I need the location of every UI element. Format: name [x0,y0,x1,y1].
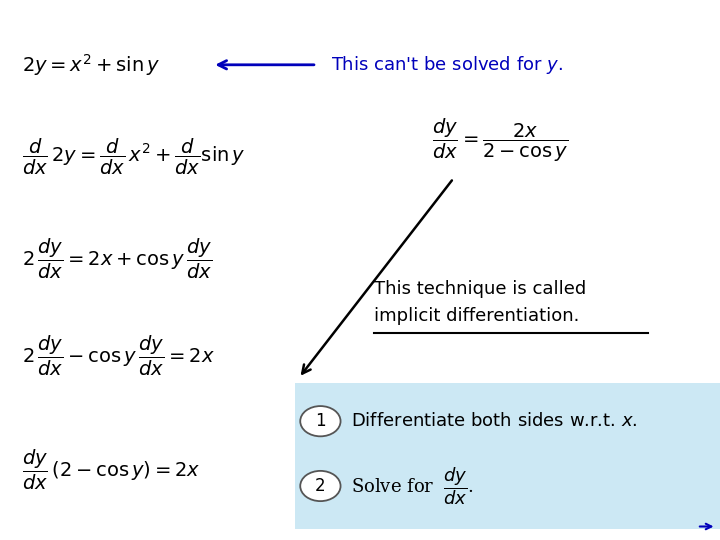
Text: $\dfrac{dy}{dx}\,(2 - \cos y) = 2x$: $\dfrac{dy}{dx}\,(2 - \cos y) = 2x$ [22,448,200,492]
Text: $\dfrac{d}{dx}\,2y = \dfrac{d}{dx}\,x^2 + \dfrac{d}{dx}\sin y$: $\dfrac{d}{dx}\,2y = \dfrac{d}{dx}\,x^2 … [22,137,246,177]
Text: Solve for $\;\dfrac{dy}{dx}$.: Solve for $\;\dfrac{dy}{dx}$. [351,465,473,507]
Text: Differentiate both sides w.r.t. $x$.: Differentiate both sides w.r.t. $x$. [351,412,637,430]
Text: This technique is called
implicit differentiation.: This technique is called implicit differ… [374,280,587,325]
Text: $2\,\dfrac{dy}{dx} - \cos y\,\dfrac{dy}{dx} = 2x$: $2\,\dfrac{dy}{dx} - \cos y\,\dfrac{dy}{… [22,334,215,379]
Text: $2\,\dfrac{dy}{dx} = 2x + \cos y\,\dfrac{dy}{dx}$: $2\,\dfrac{dy}{dx} = 2x + \cos y\,\dfrac… [22,237,212,281]
Circle shape [300,406,341,436]
Circle shape [300,471,341,501]
FancyBboxPatch shape [295,383,720,529]
Text: $\dfrac{dy}{dx} = \dfrac{2x}{2 - \cos y}$: $\dfrac{dy}{dx} = \dfrac{2x}{2 - \cos y}… [432,117,568,164]
Text: 1: 1 [315,412,325,430]
Text: $2y = x^2 + \sin y$: $2y = x^2 + \sin y$ [22,52,160,78]
Text: This can't be solved for $y$.: This can't be solved for $y$. [331,54,563,76]
Text: 2: 2 [315,477,325,495]
